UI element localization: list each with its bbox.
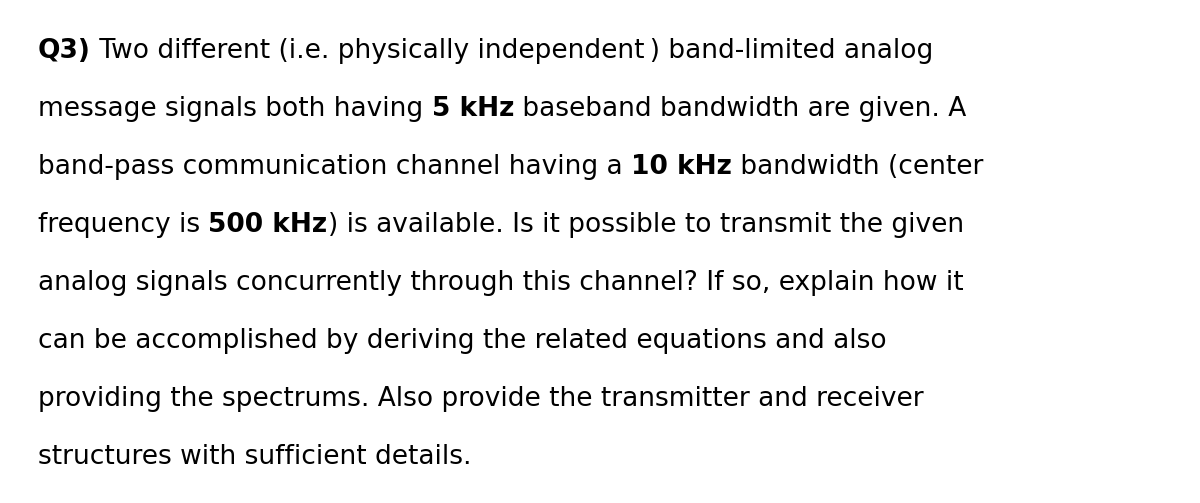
Text: analog signals concurrently through this channel? If so, explain how it: analog signals concurrently through this… [38,270,964,296]
Text: baseband bandwidth are given. A: baseband bandwidth are given. A [514,96,966,122]
Text: bandwidth (center: bandwidth (center [732,154,983,180]
Text: Two different (i.e. physically independent ) band-limited analog: Two different (i.e. physically independe… [91,38,934,64]
Text: ) is available. Is it possible to transmit the given: ) is available. Is it possible to transm… [328,212,964,238]
Text: 500 kHz: 500 kHz [209,212,328,238]
Text: frequency is: frequency is [38,212,209,238]
Text: band-pass communication channel having a: band-pass communication channel having a [38,154,631,180]
Text: structures with sufficient details.: structures with sufficient details. [38,444,472,470]
Text: message signals both having: message signals both having [38,96,432,122]
Text: providing the spectrums. Also provide the transmitter and receiver: providing the spectrums. Also provide th… [38,386,924,412]
Text: 5 kHz: 5 kHz [432,96,514,122]
Text: Q3): Q3) [38,38,91,64]
Text: can be accomplished by deriving the related equations and also: can be accomplished by deriving the rela… [38,328,887,354]
Text: 10 kHz: 10 kHz [631,154,732,180]
